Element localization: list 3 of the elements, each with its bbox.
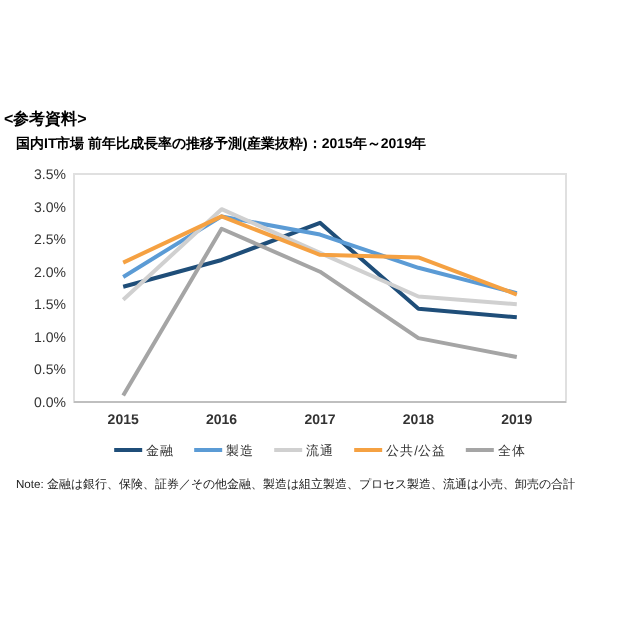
chart-title: <参考資料> [4,110,88,128]
line-series [121,226,519,398]
line-series [121,220,519,320]
